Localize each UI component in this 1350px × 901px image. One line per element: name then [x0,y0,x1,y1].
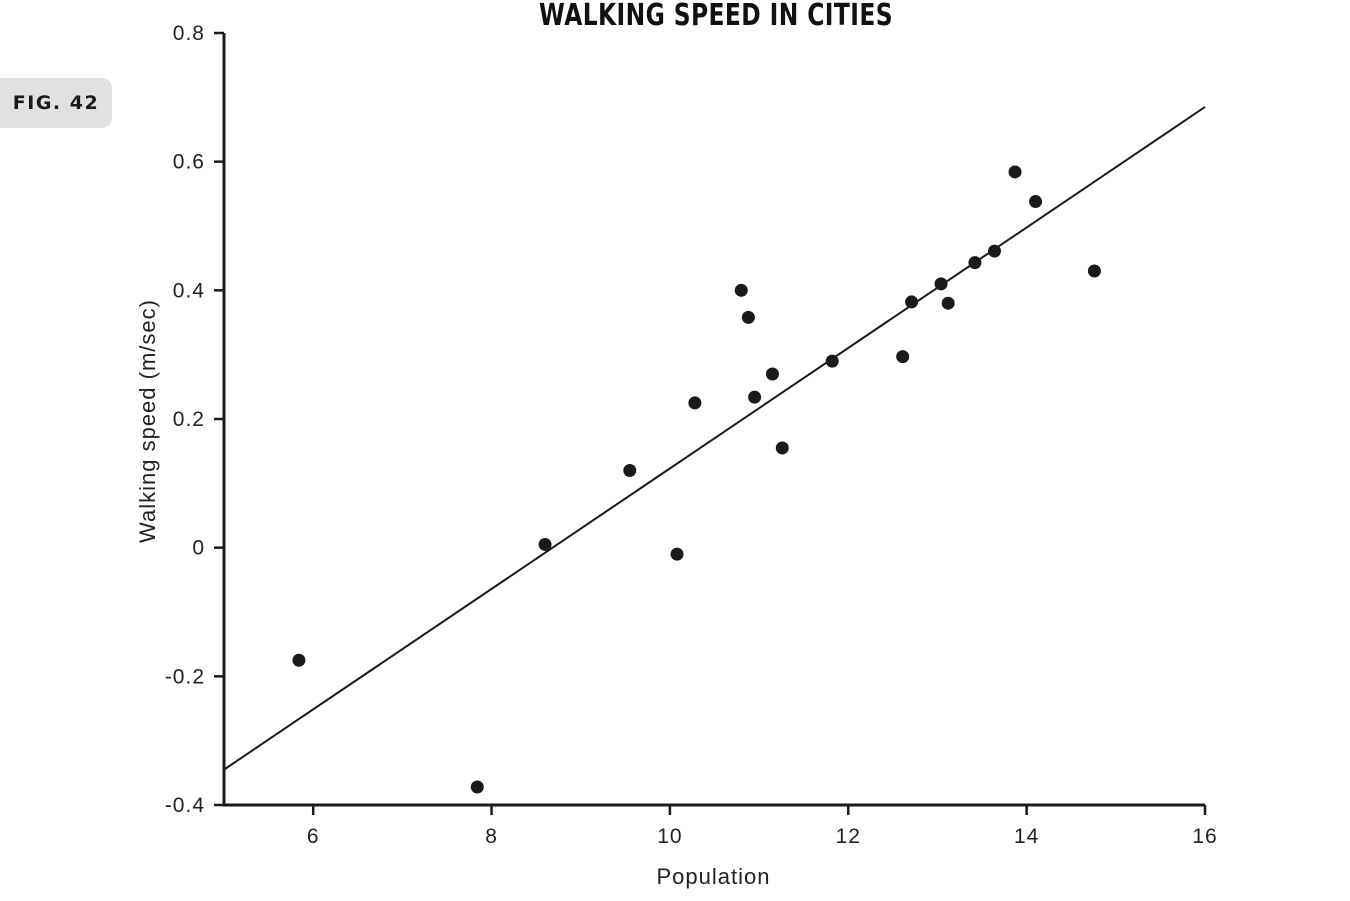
chart-axes [222,33,1205,807]
y-tick-label: 0.4 [173,279,205,302]
x-axis-ticks: 6 8 10 12 14 16 [307,805,1217,848]
y-tick-label: 0 [192,537,205,560]
chart-title: WALKING SPEED IN CITIES [539,0,893,33]
data-point [470,780,484,794]
data-point [670,547,684,561]
data-point [934,277,948,291]
x-tick-label: 16 [1192,825,1217,848]
data-point [1087,264,1101,278]
x-tick-label: 14 [1014,825,1039,848]
trend-line [223,106,1206,771]
data-points [292,165,1101,794]
x-tick-label: 10 [657,825,682,848]
y-tick-label: 0.6 [173,151,205,174]
data-point [775,441,789,455]
y-axis-label: Walking speed (m/sec) [135,299,160,543]
data-point [765,367,779,381]
figure-label: FIG. 42 [12,92,100,114]
data-point [538,537,552,551]
y-tick-label: 0.8 [173,22,205,45]
data-point [623,463,637,477]
y-tick-label: -0.2 [165,665,205,688]
data-point [748,390,762,404]
x-axis-label: Population [657,864,771,889]
data-point [688,396,702,410]
data-point [1029,195,1043,209]
data-point [1008,165,1022,179]
x-tick-label: 6 [307,825,320,848]
x-tick-label: 12 [836,825,861,848]
data-point [896,350,910,364]
figure-label-badge: FIG. 42 [0,78,112,128]
data-point [905,295,919,309]
data-point [825,354,839,368]
data-point [941,296,955,310]
data-point [968,256,982,270]
data-point [988,244,1002,258]
data-point [741,310,755,324]
y-axis-ticks: -0.4 -0.2 0 0.2 0.4 0.6 0.8 [165,22,224,817]
x-tick-label: 8 [485,825,498,848]
y-tick-label: -0.4 [165,794,205,817]
y-tick-label: 0.2 [173,408,205,431]
data-point [292,653,306,667]
data-point [734,283,748,297]
